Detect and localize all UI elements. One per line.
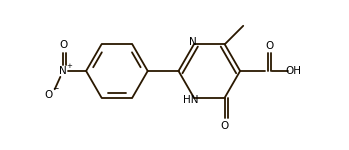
Text: N: N [189, 38, 196, 47]
Text: +: + [66, 63, 72, 69]
Text: O: O [59, 40, 67, 50]
Text: N: N [59, 66, 67, 76]
Text: O: O [221, 121, 229, 131]
Text: O: O [44, 90, 52, 100]
Text: −: − [52, 84, 59, 93]
Text: O: O [265, 41, 273, 51]
Text: HN: HN [184, 95, 199, 105]
Text: OH: OH [285, 66, 302, 76]
